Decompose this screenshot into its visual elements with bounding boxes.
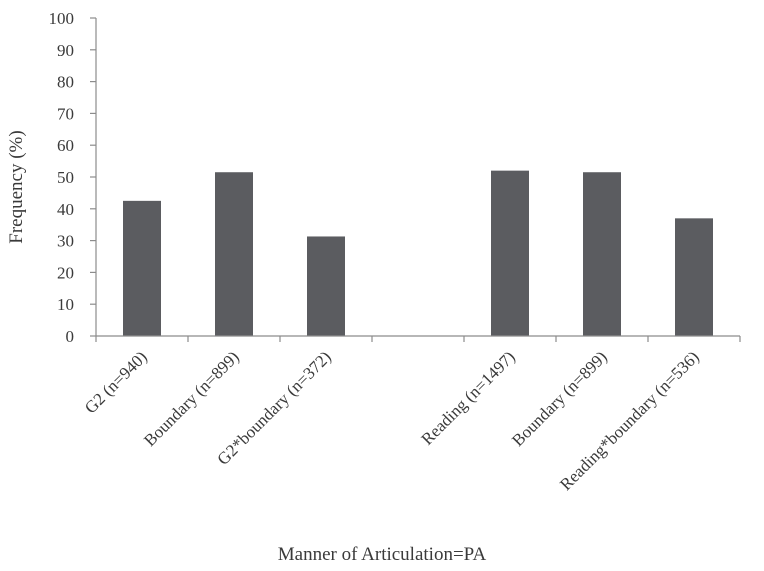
- bar: [123, 200, 161, 336]
- y-tick-label: 60: [57, 136, 74, 155]
- y-tick-label: 100: [49, 9, 75, 28]
- x-category-label: G2 (n=940): [81, 347, 151, 417]
- bar: [215, 172, 253, 336]
- bars: [123, 170, 713, 336]
- x-category-label: Boundary (n=899): [508, 347, 611, 450]
- x-axis-ticks: [95, 336, 741, 342]
- y-tick-label: 40: [57, 200, 74, 219]
- y-tick-label: 80: [57, 73, 74, 92]
- y-tick-label: 30: [57, 232, 74, 251]
- bar: [675, 218, 713, 336]
- y-tick-label: 50: [57, 168, 74, 187]
- x-category-label: Reading (n=1497): [417, 347, 518, 448]
- x-axis-title: Manner of Articulation=PA: [278, 544, 487, 565]
- y-tick-label: 10: [57, 295, 74, 314]
- y-tick-label: 70: [57, 104, 74, 123]
- y-tick-label: 0: [66, 327, 75, 346]
- bar: [491, 170, 529, 336]
- y-axis-ticks: 0 10 20 30 40 50 60 70 80 90 100: [49, 9, 96, 346]
- y-axis-title: Frequency (%): [6, 130, 27, 243]
- bar: [307, 236, 345, 336]
- x-axis-category-labels: G2 (n=940)Boundary (n=899)G2*boundary (n…: [81, 347, 703, 494]
- y-tick-label: 20: [57, 263, 74, 282]
- bar: [583, 172, 621, 336]
- y-tick-label: 90: [57, 41, 74, 60]
- x-category-label: Boundary (n=899): [140, 347, 243, 450]
